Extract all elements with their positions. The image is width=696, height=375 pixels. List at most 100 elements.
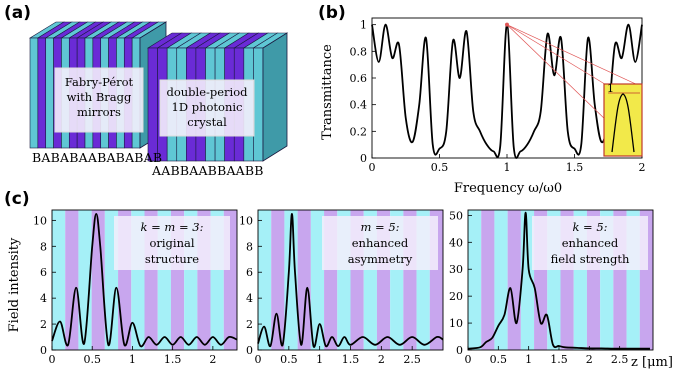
panel-b-xlabel: Frequency ω/ω0 [454, 181, 562, 196]
plot-frame [51, 209, 238, 351]
plot-frame [467, 209, 654, 351]
pc-sequence: AABBAABBAABB [151, 163, 264, 178]
inset-curve [611, 93, 635, 153]
panel-label-b: (b) [318, 3, 346, 23]
y-tick-label: 0 [246, 344, 253, 357]
x-tick-label: 1.5 [566, 161, 584, 174]
layer-stripe [258, 210, 272, 350]
x-tick-label: 2 [639, 161, 646, 174]
inset-label-line2: original [149, 236, 194, 250]
field-intensity-line [257, 212, 444, 348]
y-tick-label: 2 [40, 318, 47, 331]
layer-stripe [52, 210, 66, 350]
x-tick-label: 1 [525, 353, 532, 366]
y-tick-label: 4 [246, 292, 253, 305]
zoom-line [506, 24, 641, 87]
fp-label-box [54, 67, 144, 133]
inset-label-box [322, 216, 438, 270]
y-tick-label: 0 [360, 152, 367, 165]
zoom-line [506, 24, 609, 123]
pc-label-box [159, 79, 255, 137]
y-tick-label: 0.6 [350, 72, 368, 85]
x-tick-label: 1 [504, 161, 511, 174]
inset-box [603, 83, 643, 157]
side-face [262, 32, 288, 162]
layer-stripe [481, 210, 495, 350]
x-tick-label: 0 [49, 353, 56, 366]
panel-label-c: (c) [4, 189, 30, 209]
x-tick-label: 0 [465, 353, 472, 366]
inset-label-line1: m = 5: [360, 220, 399, 234]
inset-label-line3: field strength [551, 252, 630, 266]
y-tick-label: 0.2 [350, 125, 368, 138]
y-tick-label: 6 [40, 266, 47, 279]
x-tick-label: 0 [255, 353, 262, 366]
front-layer [29, 37, 39, 149]
pc-label-line1: double-period [166, 85, 248, 99]
x-tick-label: 0 [369, 161, 376, 174]
front-layer [45, 37, 54, 149]
y-tick-label: 50 [449, 209, 463, 222]
inset-label-box [114, 216, 230, 270]
front-layer [147, 47, 158, 162]
inset-label-line1: k = m = 3: [141, 220, 204, 234]
panel-b-chart: 0 0.5 1 1.5 2 0 0.2 0.4 0.6 0.8 1 1 [350, 17, 646, 174]
transmittance-line [371, 23, 643, 159]
x-tick-label: 0.5 [280, 353, 298, 366]
y-tick-label: 6 [246, 266, 253, 279]
zoom-marker [505, 22, 509, 27]
pc-label-line2: 1D photonic [172, 100, 243, 114]
panel-c-ylabel: Field intensity [7, 237, 22, 332]
inset-label-line3: structure [145, 252, 199, 266]
inset-label-line2: enhanced [352, 236, 409, 250]
x-tick-label: 1 [316, 353, 323, 366]
layer-stripe [310, 210, 325, 350]
x-tick-label: 0.5 [83, 353, 101, 366]
field-intensity-line [51, 212, 238, 348]
x-tick-label: 2 [209, 353, 216, 366]
layer-stripe [507, 210, 521, 350]
fp-label-line3: mirrors [77, 105, 121, 119]
y-tick-label: 10 [239, 214, 253, 227]
inset-label-line3: asymmetry [348, 252, 413, 266]
y-tick-label: 0 [40, 344, 47, 357]
panel-b-ylabel: Transmittance [320, 44, 335, 140]
y-tick-label: 0 [456, 344, 463, 357]
y-tick-label: 8 [246, 240, 253, 253]
field-intensity-line [467, 211, 650, 350]
y-tick-label: 10 [33, 214, 47, 227]
plot-frame [371, 17, 643, 159]
inset-label: 1 [607, 82, 614, 95]
y-tick-label: 10 [449, 317, 463, 330]
y-tick-label: 1 [360, 19, 367, 32]
x-tick-label: 1.5 [342, 353, 360, 366]
y-tick-label: 40 [449, 236, 463, 249]
front-layer [253, 47, 264, 162]
x-tick-label: 0.5 [490, 353, 508, 366]
x-tick-label: 2 [378, 353, 385, 366]
front-layer [37, 37, 47, 149]
fp-label-line2: with Bragg [67, 90, 132, 104]
pc-label-line3: crystal [187, 115, 227, 129]
panel-c-xunit: z [μm] [631, 355, 673, 370]
y-tick-label: 0.4 [350, 99, 368, 112]
x-tick-label: 2 [586, 353, 593, 366]
x-tick-label: 1.5 [164, 353, 182, 366]
fp-label-line1: Fabry-Pérot [65, 75, 134, 89]
layer-stripe [297, 210, 311, 350]
x-tick-label: 2.5 [611, 353, 629, 366]
inset-label-line2: enhanced [562, 236, 619, 250]
y-tick-label: 0.8 [350, 45, 368, 58]
panel-label-a: (a) [4, 3, 31, 23]
layer-stripe [468, 210, 482, 350]
y-tick-label: 4 [40, 292, 47, 305]
inset-label-box [532, 216, 648, 270]
layer-stripe [271, 210, 285, 350]
y-tick-label: 2 [246, 318, 253, 331]
x-tick-label: 2.5 [403, 353, 421, 366]
y-tick-label: 30 [449, 263, 463, 276]
layer-stripe [65, 210, 79, 350]
x-tick-label: 0.5 [431, 161, 449, 174]
